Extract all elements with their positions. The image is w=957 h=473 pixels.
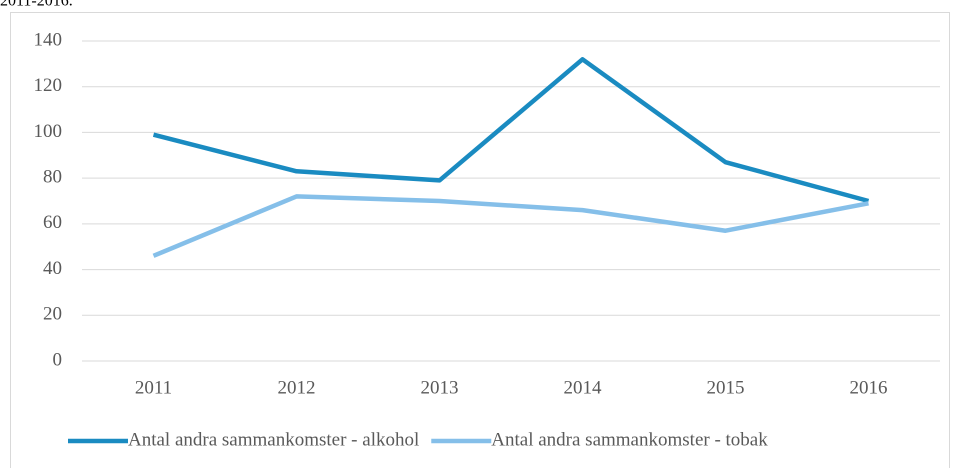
- line-series: [152, 194, 869, 258]
- legend-label: Antal andra sammankomster - tobak: [491, 429, 768, 450]
- y-tick-label: 80: [43, 167, 62, 188]
- legend-label: Antal andra sammankomster - alkohol: [128, 429, 419, 450]
- y-tick-label: 40: [43, 258, 62, 279]
- y-tick-label: 100: [34, 121, 63, 142]
- y-tick-label: 20: [43, 304, 62, 325]
- y-tick-label: 140: [34, 29, 63, 50]
- x-tick-label: 2012: [278, 377, 316, 398]
- x-tick-label: 2016: [850, 377, 888, 398]
- y-tick-label: 0: [53, 349, 63, 370]
- x-tick-label: 2013: [421, 377, 459, 398]
- caption: 2011-2016.: [0, 0, 73, 10]
- x-tick-label: 2015: [707, 377, 745, 398]
- x-tick-label: 2014: [564, 377, 603, 398]
- chart-border: [10, 12, 950, 473]
- x-tick-label: 2011: [135, 377, 172, 398]
- y-tick-label: 60: [43, 212, 62, 233]
- y-tick-label: 120: [34, 75, 63, 96]
- line-series: [152, 57, 870, 204]
